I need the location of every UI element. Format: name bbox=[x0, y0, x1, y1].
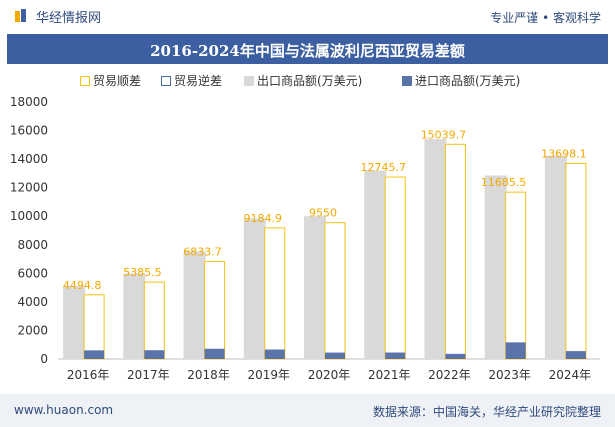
footer-bar: www.huaon.com 数据来源：中国海关，华经产业研究院整理 bbox=[0, 394, 615, 427]
surplus-data-label: 9184.9 bbox=[244, 212, 283, 225]
legend-swatch-export bbox=[244, 75, 254, 86]
import-bar bbox=[385, 352, 406, 359]
surplus-data-label: 6833.7 bbox=[183, 245, 222, 258]
x-tick-label: 2020年 bbox=[308, 368, 351, 382]
legend-swatch-import bbox=[402, 75, 412, 86]
y-tick-label: 8000 bbox=[17, 238, 48, 252]
surplus-bar bbox=[565, 162, 587, 360]
import-bar bbox=[445, 353, 466, 359]
import-bar bbox=[325, 352, 345, 359]
y-tick-label: 18000 bbox=[10, 95, 48, 109]
x-tick-label: 2022年 bbox=[428, 368, 471, 382]
legend-swatch-deficit bbox=[161, 75, 171, 86]
brand-name: 华经情报网 bbox=[36, 11, 102, 26]
export-bar bbox=[364, 170, 387, 359]
title-bar: 2016-2024年中国与法属波利尼西亚贸易差额 bbox=[7, 34, 608, 64]
y-tick-label: 16000 bbox=[10, 124, 48, 138]
surplus-data-label: 13698.1 bbox=[541, 147, 587, 160]
import-bar bbox=[505, 342, 526, 359]
export-bar bbox=[304, 216, 326, 359]
footer-source: 数据来源：中国海关，华经产业研究院整理 bbox=[372, 405, 601, 419]
y-tick-label: 14000 bbox=[10, 152, 48, 166]
import-bar bbox=[264, 349, 285, 359]
brand-slogan: 专业严谨 • 客观科学 bbox=[490, 11, 601, 25]
legend-label-export: 出口商品额(万美元) bbox=[257, 74, 363, 88]
x-tick-label: 2023年 bbox=[488, 368, 531, 382]
surplus-data-label: 4494.8 bbox=[63, 279, 102, 292]
header-bar: 华经情报网 专业严谨 • 客观科学 bbox=[0, 0, 615, 34]
x-tick-label: 2021年 bbox=[368, 368, 411, 382]
y-tick-label: 4000 bbox=[17, 295, 48, 309]
legend-label-deficit: 贸易逆差 bbox=[174, 74, 223, 88]
legend-item-export: 出口商品额(万美元) bbox=[244, 72, 362, 89]
surplus-data-label: 5385.5 bbox=[123, 266, 162, 279]
x-tick-label: 2016年 bbox=[67, 368, 110, 382]
x-tick-label: 2024年 bbox=[549, 368, 592, 382]
y-tick-label: 6000 bbox=[17, 266, 48, 280]
legend-label-surplus: 贸易顺差 bbox=[93, 74, 142, 88]
import-bar bbox=[565, 351, 586, 359]
surplus-bar bbox=[324, 222, 346, 360]
logo-icon bbox=[15, 9, 26, 22]
y-tick-label: 0 bbox=[40, 352, 48, 366]
y-tick-label: 12000 bbox=[10, 181, 48, 195]
export-bar bbox=[484, 175, 507, 359]
chart-legend: 贸易顺差 贸易逆差 出口商品额(万美元) 进口商品额(万美元) bbox=[0, 72, 615, 92]
legend-item-deficit: 贸易逆差 bbox=[161, 72, 222, 89]
export-bar bbox=[123, 273, 146, 359]
import-bar bbox=[204, 348, 225, 359]
legend-label-import: 进口商品额(万美元) bbox=[415, 74, 521, 88]
bar-chart: 0 2000 4000 6000 8000 10000 12000 14000 16000 180… bbox=[10, 95, 600, 382]
chart-title: 2016-2024年中国与法属波利尼西亚贸易差额 bbox=[150, 42, 465, 60]
legend-item-surplus: 贸易顺差 bbox=[80, 72, 141, 89]
x-tick-label: 2018年 bbox=[187, 368, 230, 382]
export-bar bbox=[424, 139, 447, 359]
surplus-bar bbox=[143, 281, 165, 360]
surplus-bar bbox=[264, 227, 286, 360]
export-bar bbox=[183, 251, 206, 359]
legend-item-import: 进口商品额(万美元) bbox=[402, 72, 520, 89]
surplus-bar bbox=[444, 143, 466, 360]
surplus-bar bbox=[83, 294, 105, 360]
y-tick-label: 2000 bbox=[17, 323, 48, 337]
surplus-bar bbox=[204, 260, 226, 360]
x-tick-label: 2019年 bbox=[248, 368, 291, 382]
import-bar bbox=[144, 350, 165, 359]
surplus-data-label: 15039.7 bbox=[421, 128, 467, 141]
import-bar bbox=[84, 350, 105, 359]
surplus-data-label: 11685.5 bbox=[481, 176, 527, 189]
x-tick-label: 2017年 bbox=[127, 368, 170, 382]
export-bar bbox=[243, 218, 266, 359]
surplus-bar bbox=[505, 191, 527, 360]
surplus-data-label: 12745.7 bbox=[360, 161, 406, 174]
export-bar bbox=[544, 155, 567, 359]
export-bar bbox=[63, 286, 86, 359]
footer-website: www.huaon.com bbox=[14, 403, 114, 417]
legend-swatch-surplus bbox=[80, 75, 90, 86]
surplus-bar bbox=[384, 176, 406, 360]
surplus-data-label: 9550 bbox=[309, 207, 337, 220]
y-tick-label: 10000 bbox=[10, 209, 48, 223]
